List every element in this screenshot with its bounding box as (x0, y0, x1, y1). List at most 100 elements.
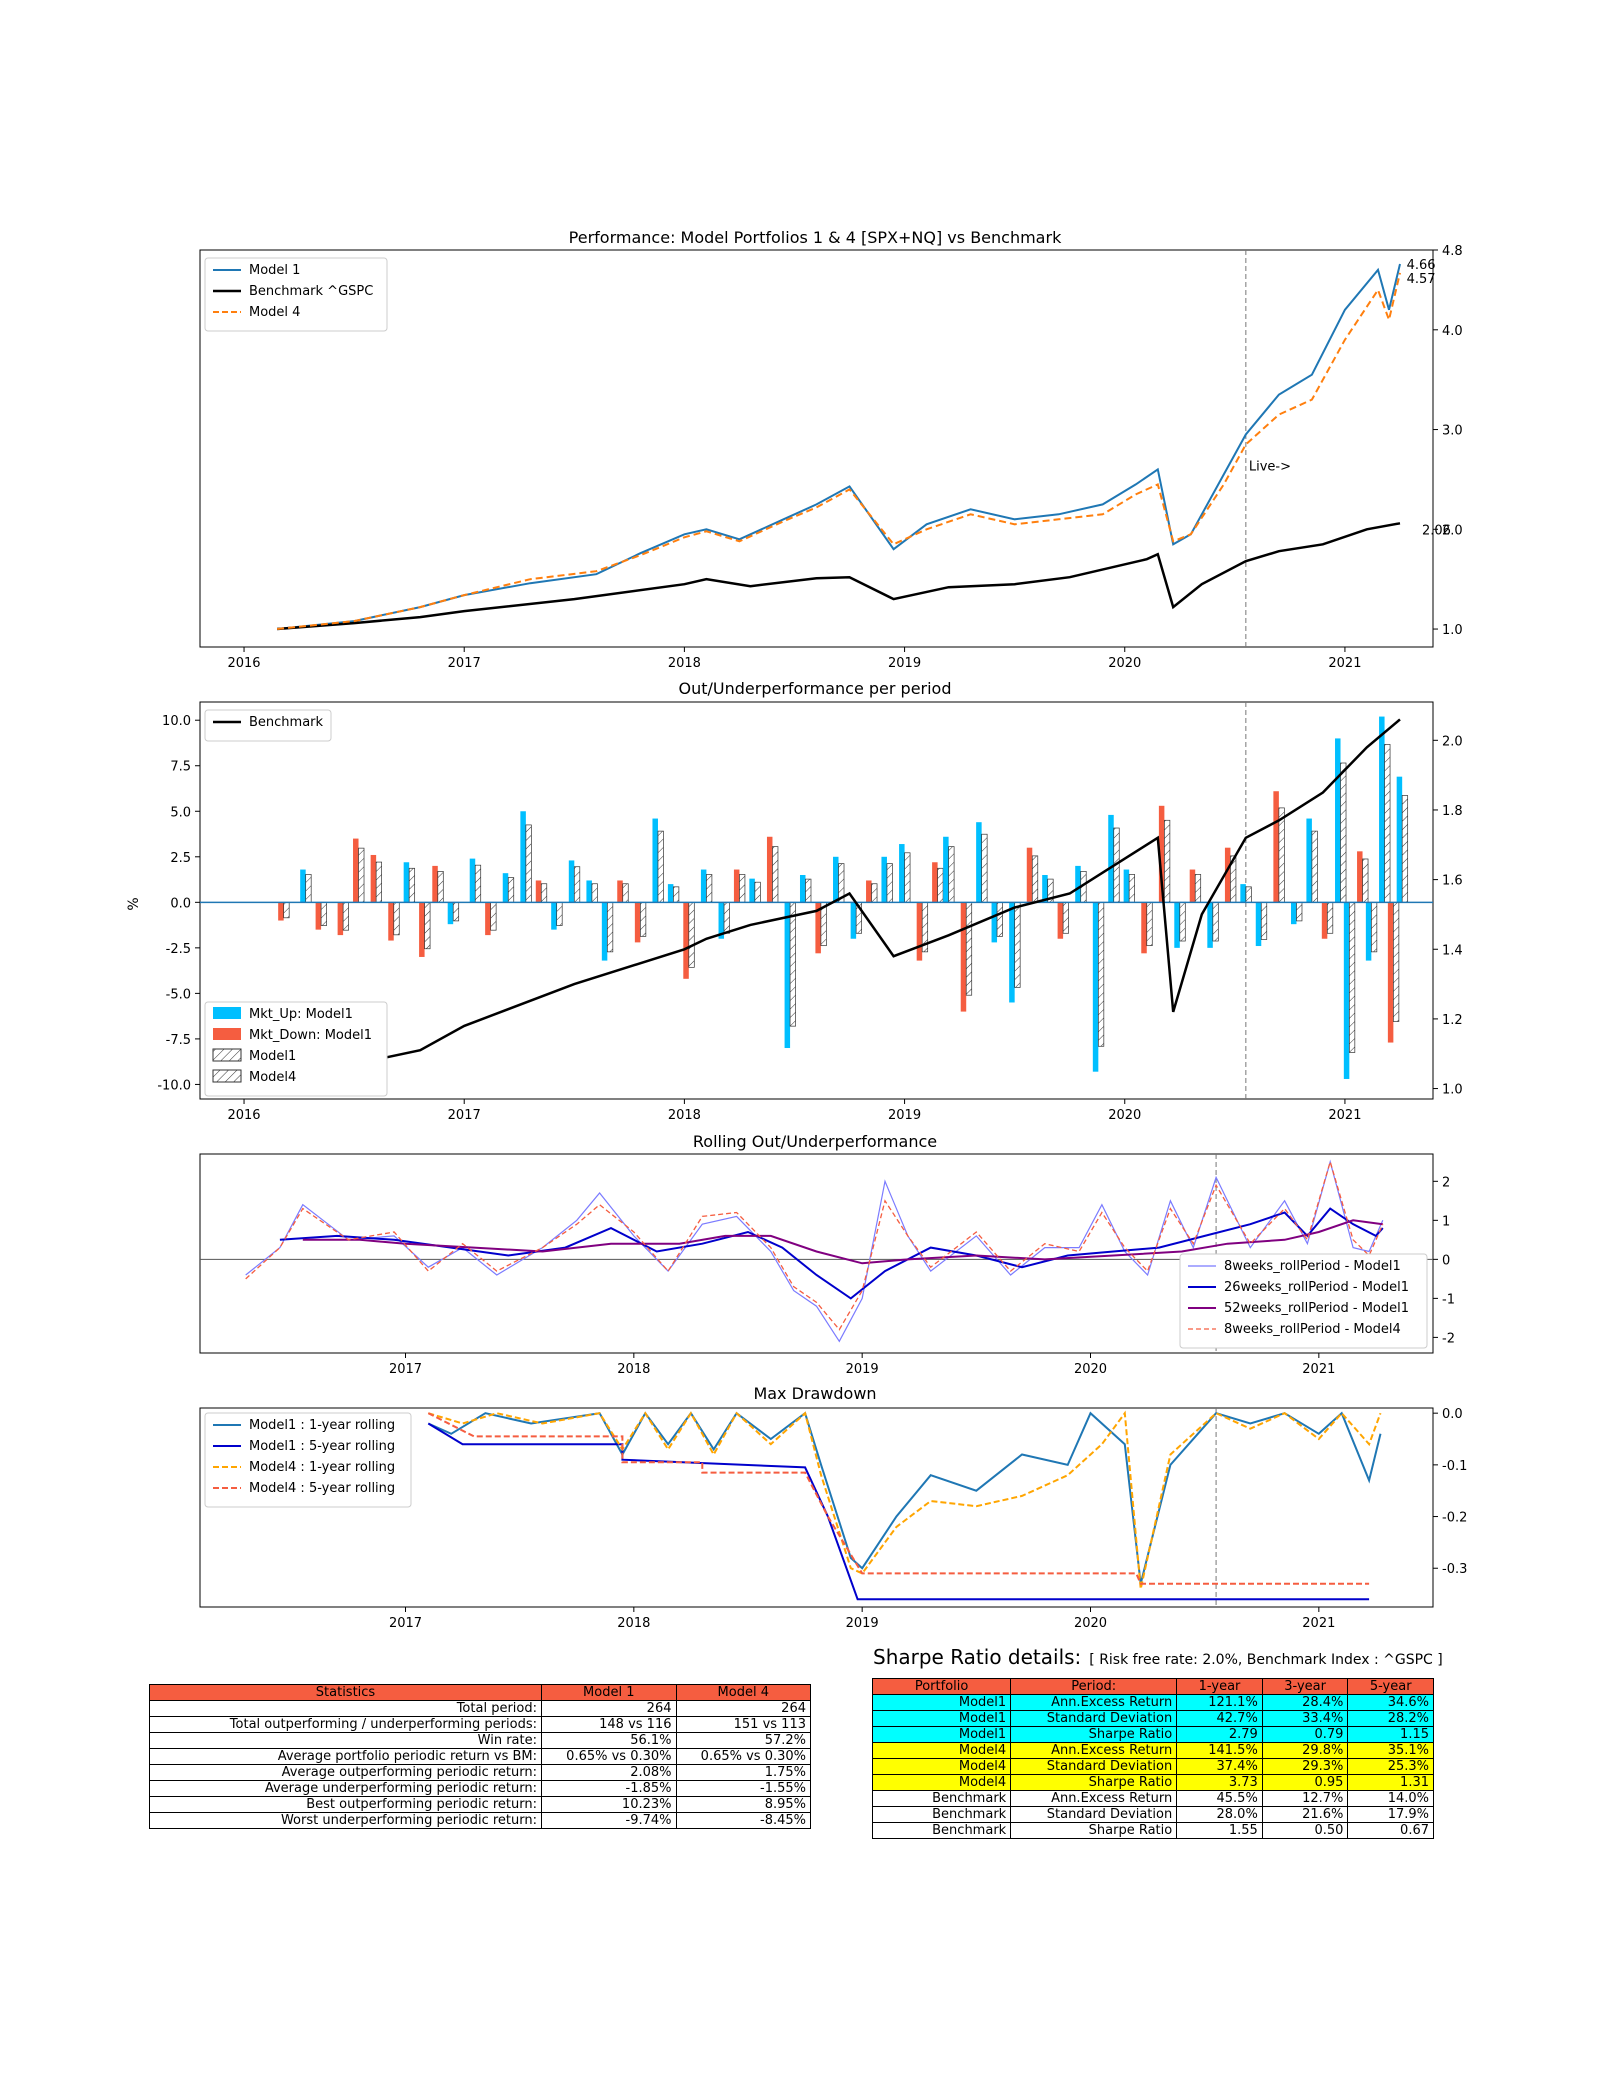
x-tick-label: 2017 (389, 1362, 422, 1377)
bar-model4 (1311, 830, 1318, 903)
bar-model1 (1365, 902, 1372, 961)
legend-box (204, 709, 332, 742)
sharpe-cell: 121.1% (1176, 1694, 1263, 1711)
bar-model1 (1387, 902, 1394, 1043)
bar-model1 (469, 858, 476, 903)
bar-model1 (960, 902, 967, 1012)
end-label-benchmark: 2.06 (1422, 523, 1451, 538)
legend-entry: 8weeks_rollPeriod - Model1 (1224, 1259, 1401, 1274)
stats-cell: 148 vs 116 (541, 1716, 677, 1733)
live-annotation: Live-> (1249, 459, 1291, 474)
bar-model4 (640, 901, 647, 937)
table-row: Model4 Standard Deviation 37.4% 29.3% 25.3% (871, 1758, 1434, 1775)
x-tick-label: 2021 (1302, 1362, 1335, 1377)
bar-model1 (1108, 814, 1114, 903)
bar-model4 (1164, 819, 1171, 903)
bar-model4 (981, 833, 988, 903)
bar-model4 (948, 846, 955, 903)
sharpe-header-cell: 1-year (1176, 1678, 1263, 1695)
table-row: Model4 Ann.Excess Return 141.5% 29.8% 35.1% (871, 1742, 1434, 1759)
bar-model4 (706, 874, 713, 903)
bar-model4 (1097, 901, 1105, 1047)
bar-model1 (976, 822, 982, 903)
sharpe-cell: 42.7% (1176, 1710, 1263, 1727)
table-row: Win rate: 56.1% 57.2% (149, 1732, 811, 1749)
drawdown-line-4 (427, 1412, 1370, 1585)
stats-cell: 1.75% (675, 1764, 811, 1781)
bar-model4 (965, 901, 973, 996)
x-tick-label: 2016 (227, 656, 260, 671)
sharpe-cell: Benchmark (871, 1790, 1012, 1807)
bar-model4 (1179, 901, 1186, 942)
stats-cell: -1.55% (675, 1780, 811, 1797)
y-tick-label: 5.0 (170, 805, 191, 820)
sharpe-cell: 37.4% (1176, 1758, 1263, 1775)
y-tick-label: 2 (1442, 1175, 1450, 1190)
bar-model1 (916, 902, 923, 961)
bar-model1 (700, 869, 707, 903)
bar-model4 (1340, 762, 1347, 903)
legend-entry: Benchmark ^GSPC (249, 284, 373, 299)
sharpe-cell: Ann.Excess Return (1010, 1742, 1178, 1759)
bar-model4 (393, 901, 400, 936)
stats-cell: 151 vs 113 (675, 1716, 811, 1733)
x-tick-label: 2018 (668, 656, 701, 671)
bar-model1 (1141, 902, 1147, 954)
x-tick-label: 2017 (448, 1108, 481, 1123)
x-tick-label: 2021 (1302, 1616, 1335, 1631)
bar-model1 (1075, 865, 1081, 903)
bar-model1 (278, 902, 284, 921)
stats-cell: Average portfolio periodic return vs BM: (149, 1748, 542, 1765)
bar-model1 (652, 818, 658, 903)
bar-model1 (568, 860, 575, 903)
outperformance-plot: 2016 2017 2018 2019 2020 2021 -10.0 -7.5 -5.0 -2.… (157, 702, 1463, 1123)
sharpe-header-cell: Portfolio (871, 1678, 1012, 1695)
bar-model1 (1174, 902, 1180, 948)
y-tick-label: -2.5 (166, 942, 191, 957)
bar-model4 (772, 846, 779, 903)
benchmark-line (276, 718, 1401, 1080)
sharpe-title: Sharpe Ratio details: [ Risk free rate: 2… (873, 1645, 1443, 1669)
bar-model1 (1290, 902, 1297, 925)
x-tick-label: 2020 (1074, 1616, 1107, 1631)
bar-model4 (358, 847, 365, 903)
stats-header-cell: Model 4 (675, 1684, 811, 1701)
table-row: Model1 Sharpe Ratio 2.79 0.79 1.15 (871, 1726, 1434, 1743)
bar-model1 (749, 878, 755, 903)
sharpe-cell: Standard Deviation (1010, 1710, 1178, 1727)
legend-box (204, 257, 388, 332)
bar-model4 (1393, 901, 1400, 1022)
bar-model4 (342, 901, 349, 931)
bar-model1 (485, 902, 491, 936)
sharpe-cell: 34.6% (1347, 1694, 1434, 1711)
drawdown-title: Max Drawdown (753, 1384, 876, 1403)
sharpe-cell: 17.9% (1347, 1806, 1434, 1823)
bar-model1 (1026, 847, 1033, 903)
table-row: Average outperforming periodic return: 2.… (149, 1764, 811, 1781)
table-row: Total period: 264 264 (149, 1700, 811, 1717)
x-tick-label: 2021 (1328, 656, 1361, 671)
bar-model4 (1194, 874, 1202, 903)
table-row: Model1 Ann.Excess Return 121.1% 28.4% 34.6% (871, 1694, 1434, 1711)
stats-cell: Best outperforming periodic return: (149, 1796, 542, 1813)
drawdown-line-3 (428, 1410, 1382, 1590)
rolling-line-1 (245, 1159, 1384, 1343)
stats-cell: -8.45% (675, 1812, 811, 1829)
bar-model4 (622, 883, 629, 903)
y-tick-label: 1.6 (1442, 874, 1463, 889)
bar-model1 (683, 902, 689, 979)
end-label-model1: 4.66 (1407, 258, 1436, 273)
bar-model4 (452, 901, 460, 922)
y-tick-label: 4.8 (1442, 244, 1463, 259)
y-tick-label: -2 (1442, 1331, 1455, 1346)
bar-model1 (1009, 902, 1015, 1003)
bar-model1 (1335, 738, 1341, 903)
bar-model4 (1245, 886, 1252, 903)
stats-cell: Total outperforming / underperforming pe… (149, 1716, 542, 1733)
legend-swatch (212, 1048, 242, 1062)
bar-model1 (667, 884, 674, 903)
rolling-panel: Rolling Out/Underperformance 2017 2018 201… (199, 1132, 1455, 1377)
bar-model1 (866, 880, 872, 903)
bar-model4 (606, 901, 614, 953)
bar-model4 (556, 901, 563, 926)
